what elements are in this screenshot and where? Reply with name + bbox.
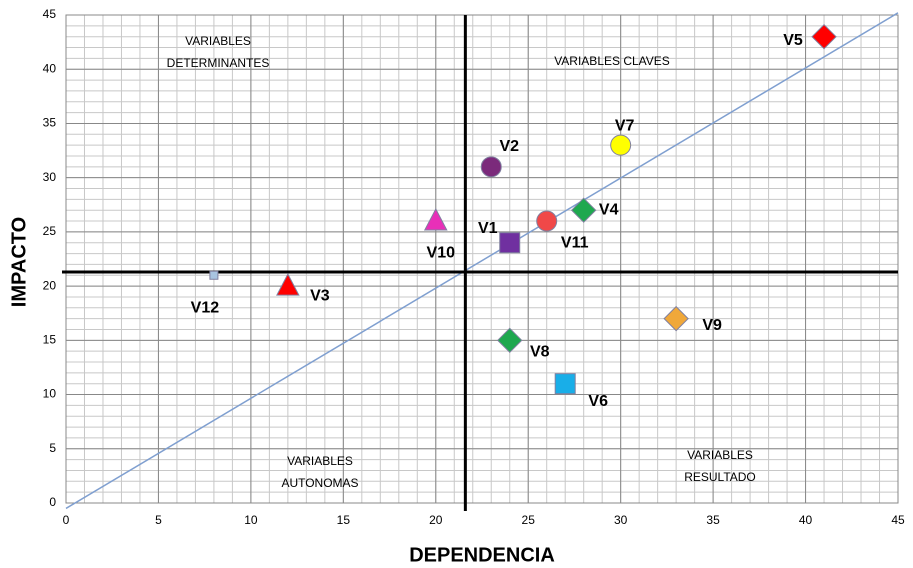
- quadrant-label: VARIABLES: [185, 34, 251, 48]
- point-label: V1: [478, 220, 498, 237]
- marker-diamond: [570, 197, 597, 223]
- point-label: V10: [427, 244, 456, 261]
- quadrant-label: VARIABLES CLAVES: [554, 54, 670, 68]
- plot-border: [65, 14, 899, 504]
- y-tick-label: 45: [43, 7, 57, 21]
- x-tick-label: 15: [337, 513, 351, 527]
- marker-circle: [536, 210, 558, 232]
- y-tick-label: 35: [43, 116, 57, 130]
- x-tick-label: 5: [155, 513, 162, 527]
- y-tick-label: 20: [43, 278, 57, 292]
- y-axis-title: IMPACTO: [8, 217, 30, 307]
- y-tick-label: 0: [49, 495, 56, 509]
- x-tick-label: 40: [799, 513, 813, 527]
- y-tick-label: 15: [43, 333, 57, 347]
- x-tick-label: 20: [429, 513, 443, 527]
- x-tick-label: 35: [706, 513, 720, 527]
- point-label: V3: [310, 287, 330, 304]
- x-tick-label: 30: [614, 513, 628, 527]
- marker-circle: [610, 134, 632, 156]
- quadrant-label: VARIABLES: [287, 454, 353, 468]
- x-tick-label: 45: [891, 513, 905, 527]
- point-label: V12: [191, 299, 220, 316]
- quadrant-label: RESULTADO: [684, 470, 756, 484]
- x-tick-label: 0: [63, 513, 70, 527]
- diagonal-line: [65, 12, 899, 510]
- marker-triangle: [276, 273, 300, 296]
- y-tick-label: 40: [43, 61, 57, 75]
- point-label: V4: [599, 201, 619, 218]
- x-axis-title: DEPENDENCIA: [409, 544, 555, 566]
- quadrant-label: AUTONOMAS: [281, 476, 358, 490]
- x-tick-label: 25: [522, 513, 536, 527]
- point-label: V2: [499, 138, 519, 155]
- quadrant-label: DETERMINANTES: [167, 56, 270, 70]
- point-label: V8: [530, 344, 550, 361]
- point-label: V11: [561, 234, 589, 251]
- quadrant-label: VARIABLES: [687, 448, 753, 462]
- point-label: V7: [615, 117, 635, 134]
- y-tick-label: 5: [49, 441, 56, 455]
- y-tick-label: 25: [43, 224, 57, 238]
- marker-square: [499, 232, 521, 254]
- y-tick-label: 30: [43, 170, 57, 184]
- x-tick-label: 10: [244, 513, 258, 527]
- point-label: V5: [783, 32, 803, 49]
- marker-circle: [480, 156, 502, 178]
- y-tick-label: 10: [43, 387, 57, 401]
- marker-square: [209, 270, 219, 280]
- marker-diamond: [663, 305, 689, 332]
- point-label: V6: [588, 393, 608, 410]
- marker-diamond: [811, 23, 837, 50]
- marker-square: [554, 373, 576, 395]
- marker-diamond: [497, 327, 523, 354]
- marker-triangle: [423, 207, 448, 231]
- point-label: V9: [702, 317, 722, 334]
- plot-area: [66, 15, 898, 503]
